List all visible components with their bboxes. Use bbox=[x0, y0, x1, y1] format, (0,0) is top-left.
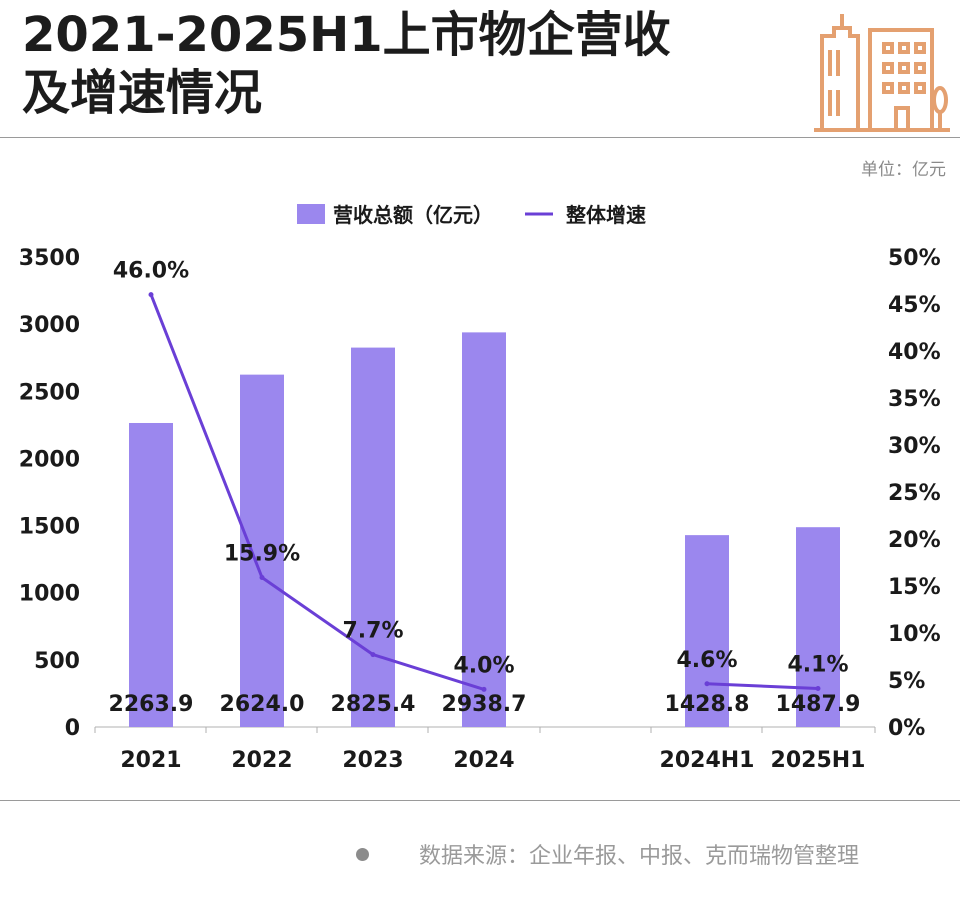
growth-value-label: 7.7% bbox=[342, 619, 403, 644]
x-tick-label: 2023 bbox=[342, 748, 403, 773]
y-left-tick-label: 2000 bbox=[19, 447, 80, 472]
bar bbox=[129, 422, 173, 727]
bar-value-label: 2938.7 bbox=[442, 692, 527, 717]
growth-point bbox=[704, 681, 710, 687]
building-logo-icon bbox=[814, 14, 950, 132]
unit-label: 单位：亿元 bbox=[861, 160, 946, 180]
y-right-tick-label: 35% bbox=[888, 387, 941, 412]
y-right-tick-label: 20% bbox=[888, 528, 941, 553]
bar-value-label: 2825.4 bbox=[331, 692, 416, 717]
title-line-1: 2021-2025H1上市物企营收 bbox=[22, 7, 671, 63]
bar bbox=[351, 347, 395, 727]
page-title: 2021-2025H1上市物企营收 及增速情况 bbox=[22, 6, 802, 122]
x-tick-label: 2024H1 bbox=[660, 748, 755, 773]
growth-point bbox=[148, 292, 154, 298]
growth-line-segment bbox=[706, 682, 819, 690]
growth-value-label: 4.1% bbox=[787, 652, 848, 677]
y-right-tick-label: 50% bbox=[888, 246, 941, 271]
x-tick-label: 2025H1 bbox=[771, 748, 866, 773]
y-right-tick-label: 15% bbox=[888, 575, 941, 600]
y-right-tick-label: 40% bbox=[888, 340, 941, 365]
bar-value-label: 1487.9 bbox=[776, 692, 861, 717]
bar bbox=[796, 527, 840, 727]
footer-divider bbox=[0, 800, 960, 801]
header-divider bbox=[0, 137, 960, 138]
legend-bar-label: 营收总额（亿元） bbox=[333, 203, 493, 227]
x-tick-label: 2022 bbox=[231, 748, 292, 773]
bar bbox=[240, 374, 284, 727]
y-left-tick-label: 3000 bbox=[19, 313, 80, 338]
growth-value-label: 4.0% bbox=[453, 653, 514, 678]
growth-value-label: 4.6% bbox=[676, 648, 737, 673]
y-left-tick-label: 3500 bbox=[19, 246, 80, 271]
x-tick-label: 2021 bbox=[120, 748, 181, 773]
bullet-icon bbox=[356, 847, 369, 861]
source-text: 数据来源：企业年报、中报、克而瑞物管整理 bbox=[419, 844, 860, 869]
y-right-tick-label: 0% bbox=[888, 716, 925, 741]
bar-value-label: 1428.8 bbox=[665, 692, 750, 717]
legend-line-label: 整体增速 bbox=[565, 203, 646, 227]
y-left-tick-label: 1000 bbox=[19, 582, 80, 607]
growth-value-label: 46.0% bbox=[113, 259, 189, 284]
bar-value-label: 2624.0 bbox=[220, 692, 305, 717]
growth-point bbox=[481, 686, 487, 692]
source-note: 数据来源：企业年报、中报、克而瑞物管整理 bbox=[356, 838, 859, 870]
bars bbox=[129, 332, 840, 727]
revenue-growth-chart: 营收总额（亿元） 整体增速 0 500 1000 1500 2000 2500 3000 35… bbox=[19, 203, 941, 773]
y-right-tick-label: 10% bbox=[888, 622, 941, 647]
y-left-tick-label: 500 bbox=[34, 649, 80, 674]
bar bbox=[462, 332, 506, 727]
legend: 营收总额（亿元） 整体增速 bbox=[297, 203, 646, 227]
y-left-tick-label: 1500 bbox=[19, 515, 80, 540]
y-left-tick-label: 2500 bbox=[19, 380, 80, 405]
data-labels: 2263.9 2624.0 2825.4 2938.7 1428.8 1487.9 46.0… bbox=[109, 259, 861, 717]
growth-value-label: 15.9% bbox=[224, 542, 300, 567]
growth-point bbox=[370, 652, 376, 658]
y-right-tick-label: 5% bbox=[888, 669, 925, 694]
legend-bar-swatch bbox=[297, 204, 325, 224]
y-right-tick-label: 30% bbox=[888, 434, 941, 459]
growth-point bbox=[259, 575, 265, 581]
y-right-tick-label: 25% bbox=[888, 481, 941, 506]
bar bbox=[685, 535, 729, 727]
bar-value-label: 2263.9 bbox=[109, 692, 194, 717]
axes: 0 500 1000 1500 2000 2500 3000 3500 0% 5% 10% 15% 20… bbox=[19, 246, 941, 773]
y-left-tick-label: 0 bbox=[65, 716, 80, 741]
growth-point bbox=[815, 685, 821, 691]
x-tick-label: 2024 bbox=[453, 748, 514, 773]
title-line-2: 及增速情况 bbox=[22, 65, 263, 121]
growth-line-segment bbox=[149, 294, 485, 691]
growth-line bbox=[148, 292, 821, 692]
y-right-tick-label: 45% bbox=[888, 293, 941, 318]
